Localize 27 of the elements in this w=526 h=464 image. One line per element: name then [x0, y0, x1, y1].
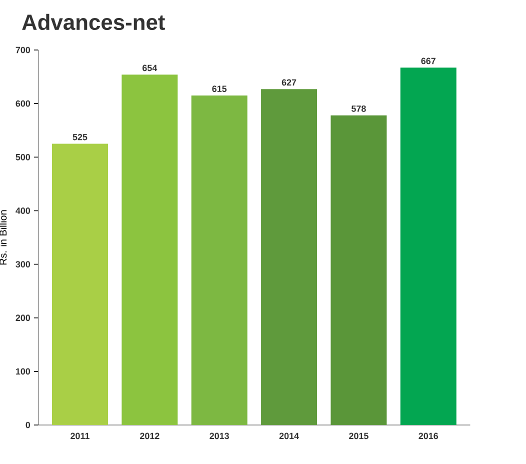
y-tick-label: 0 — [26, 422, 30, 428]
bar — [52, 144, 108, 425]
y-tick-label: 500 — [16, 154, 30, 160]
data-label: 627 — [282, 79, 296, 86]
data-label: 615 — [212, 86, 227, 92]
y-tick-label: 600 — [16, 100, 30, 107]
data-label: 525 — [72, 134, 88, 140]
y-tick-label: 100 — [16, 368, 30, 375]
bar — [261, 89, 318, 425]
bar — [191, 96, 248, 425]
y-tick-label: 300 — [16, 261, 30, 268]
x-tick-label: 2013 — [210, 432, 229, 440]
x-tick-label: 2016 — [418, 432, 438, 440]
bar — [122, 74, 178, 425]
bar — [400, 68, 456, 425]
bar — [330, 115, 387, 425]
y-tick-label: 700 — [16, 46, 30, 54]
y-tick-label: 400 — [16, 208, 30, 214]
x-tick-label: 2012 — [140, 432, 160, 440]
x-tick-label: 2015 — [349, 432, 368, 440]
data-label: 667 — [421, 58, 436, 64]
chart-title: Advances-net — [22, 14, 165, 30]
x-tick-label: 2014 — [279, 432, 299, 440]
x-tick-label: 2011 — [70, 432, 90, 440]
data-label: 654 — [142, 64, 158, 72]
data-label: 578 — [352, 105, 366, 112]
y-tick-label: 200 — [16, 314, 30, 322]
